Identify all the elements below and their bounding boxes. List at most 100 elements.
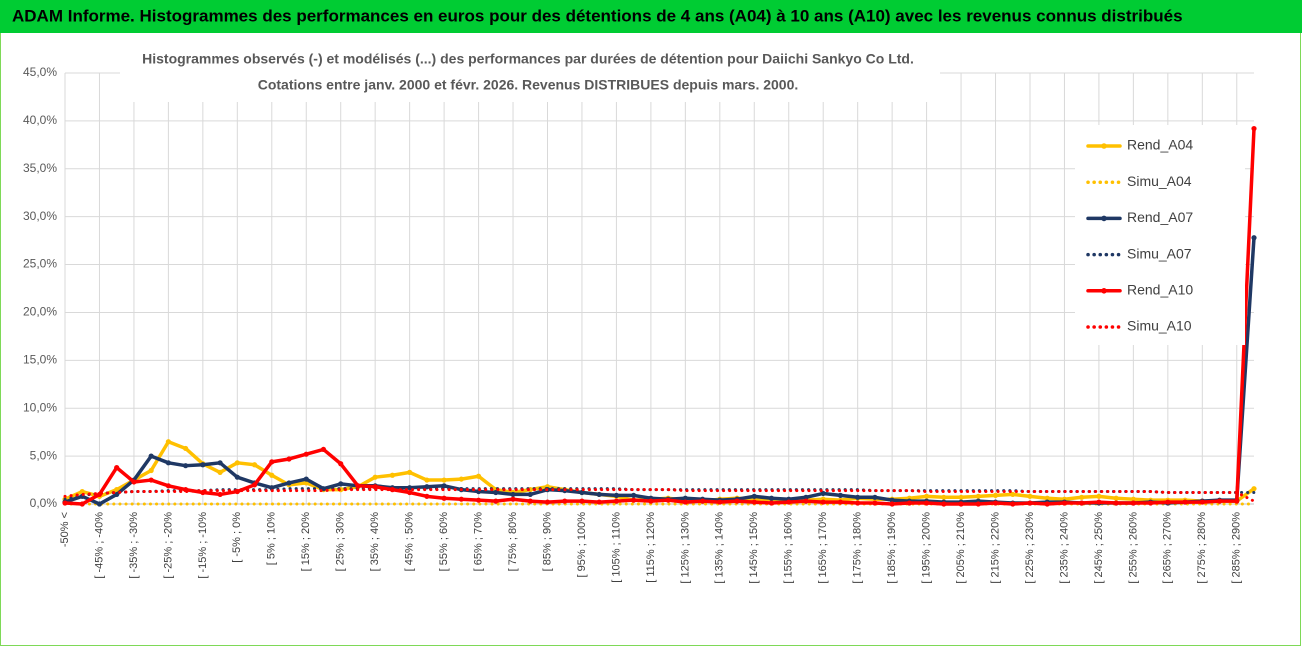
grid [64, 72, 1254, 505]
marker [251, 462, 258, 468]
marker [79, 501, 85, 507]
marker [217, 491, 223, 498]
marker [872, 500, 878, 506]
marker [234, 474, 240, 480]
marker [1079, 500, 1085, 506]
marker [717, 499, 723, 505]
marker [114, 487, 120, 493]
x-tick-label: [ 45% ; 50% [404, 512, 416, 572]
x-tick-label: [ 15% ; 20% [300, 512, 312, 572]
marker [872, 494, 878, 500]
marker [510, 496, 516, 502]
marker [527, 491, 533, 498]
marker [493, 498, 499, 504]
marker [1251, 125, 1257, 132]
x-tick-label: [ 195% ; 200% [921, 512, 933, 584]
x-tick-label: [ 225% ; 230% [1024, 512, 1036, 584]
legend-box [1075, 125, 1245, 345]
marker [1096, 499, 1102, 505]
marker [475, 473, 482, 479]
x-tick-label: -50% < [59, 512, 71, 547]
marker [975, 501, 981, 507]
marker [183, 445, 189, 452]
marker [165, 460, 171, 466]
marker [79, 488, 85, 495]
y-tick-label: 10,0% [23, 400, 57, 414]
legend-label: Simu_A10 [1127, 318, 1192, 334]
marker [941, 501, 947, 507]
marker [579, 489, 585, 496]
x-tick-label: [ -45% ; -40% [93, 512, 105, 579]
x-tick-label: [ 205% ; 210% [955, 512, 967, 584]
x-tick-label: [ 105% ; 110% [610, 512, 622, 583]
marker [958, 494, 964, 500]
marker [372, 474, 378, 480]
marker [923, 493, 930, 499]
legend-label: Rend_A04 [1127, 137, 1193, 153]
marker [510, 491, 516, 498]
marker [217, 469, 223, 475]
y-tick-label: 45,0% [23, 65, 57, 79]
x-tick-label: [ 275% ; 280% [1196, 512, 1208, 584]
marker [613, 492, 620, 498]
y-tick-label: 35,0% [23, 161, 57, 175]
legend-marker [1101, 143, 1107, 149]
marker [389, 472, 396, 478]
line [63, 126, 1256, 506]
marker [458, 476, 464, 482]
marker [407, 469, 413, 475]
marker [303, 451, 309, 457]
marker [338, 481, 344, 487]
marker [527, 498, 533, 504]
marker [1113, 495, 1119, 501]
legend-label: Rend_A07 [1127, 209, 1193, 225]
marker [665, 497, 671, 503]
legend-label: Simu_A04 [1127, 173, 1192, 189]
x-tick-label: [ 95% ; 100% [576, 512, 588, 578]
marker [251, 482, 258, 488]
marker [114, 491, 120, 498]
marker [407, 489, 413, 496]
marker [579, 498, 585, 504]
marker [923, 500, 930, 506]
x-tick-label: [ 75% ; 80% [507, 512, 519, 572]
marker [889, 497, 895, 503]
marker [631, 497, 637, 503]
marker [648, 498, 654, 504]
x-tick-label: [ 85% ; 90% [541, 512, 553, 572]
marker [338, 461, 344, 467]
marker [148, 453, 154, 459]
marker [751, 493, 757, 499]
marker [786, 499, 792, 505]
y-tick-label: 30,0% [23, 209, 57, 223]
y-tick-label: 20,0% [23, 305, 57, 319]
chart-subtitle: Cotations entre janv. 2000 et févr. 2026… [258, 77, 799, 93]
marker [906, 500, 912, 506]
marker [1148, 500, 1154, 506]
y-tick-label: 25,0% [23, 257, 57, 271]
marker [803, 498, 809, 504]
marker [682, 499, 688, 505]
x-tick-label: [ 35% ; 40% [369, 512, 381, 572]
marker [303, 476, 309, 482]
marker [62, 500, 68, 506]
x-tick-label: [ 135% ; 140% [714, 512, 726, 584]
marker [372, 484, 378, 490]
x-tick-label: [ -5% ; 0% [231, 512, 243, 563]
marker [699, 498, 706, 504]
marker [596, 499, 602, 505]
x-tick-label: [ 5% ; 10% [266, 512, 278, 565]
title-box [120, 44, 940, 102]
marker [1113, 500, 1119, 506]
marker [1165, 499, 1171, 505]
marker [1251, 486, 1257, 492]
marker [768, 495, 775, 501]
x-tick-label: [ 285% ; 290% [1231, 512, 1243, 584]
marker [1251, 235, 1257, 241]
x-tick-label: [ 145% ; 150% [748, 512, 760, 584]
marker [596, 491, 602, 498]
x-tick-label: [ 175% ; 180% [852, 512, 864, 584]
marker [1199, 499, 1205, 505]
marker [269, 459, 275, 465]
